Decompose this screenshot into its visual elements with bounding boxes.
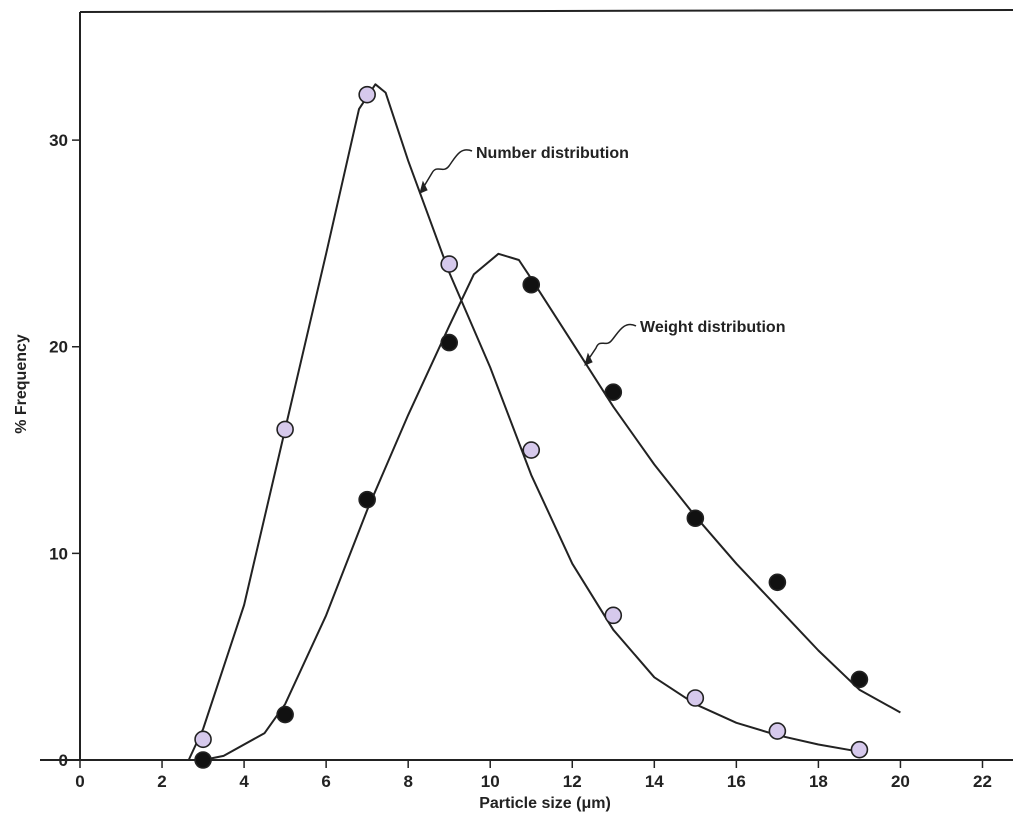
- annotation-arrowhead-number-distribution: [419, 180, 428, 194]
- weight-distribution-point: [604, 383, 623, 401]
- series-markers: [194, 85, 869, 769]
- annotation-arrowhead-weight-distribution: [584, 352, 593, 366]
- weight-distribution-curve: [202, 252, 901, 761]
- number-distribution-point: [440, 255, 459, 273]
- y-tick-label: 30: [49, 131, 68, 150]
- y-tick-label: 0: [59, 751, 68, 770]
- number-distribution-point: [276, 420, 294, 439]
- x-tick-label: 18: [809, 772, 828, 791]
- number-distribution-point: [522, 441, 541, 459]
- x-tick-label: 8: [403, 772, 412, 791]
- x-tick-label: 16: [727, 772, 746, 791]
- number-distribution-point: [850, 740, 869, 759]
- number-distribution-point: [358, 85, 376, 104]
- x-tick-label: 2: [157, 772, 166, 791]
- plot-frame: [40, 9, 1013, 761]
- annotation-number-distribution: Number distribution: [476, 145, 629, 162]
- weight-distribution-point: [850, 670, 869, 689]
- x-tick-label: 0: [75, 772, 84, 791]
- x-tick-label: 6: [321, 772, 330, 791]
- weight-distribution-point: [768, 573, 787, 592]
- number-distribution-curve: [187, 83, 860, 761]
- y-tick-label: 10: [49, 544, 68, 563]
- weight-distribution-point: [440, 333, 459, 352]
- x-tick-label: 4: [239, 772, 249, 791]
- x-tick-label: 10: [481, 772, 500, 791]
- x-tick-label: 22: [973, 772, 992, 791]
- y-axis-label: % Frequency: [13, 334, 30, 434]
- annotation-arrow-number-distribution: [422, 149, 473, 189]
- x-tick-label: 12: [563, 772, 582, 791]
- weight-distribution-point: [686, 509, 705, 528]
- number-distribution-point: [194, 730, 212, 749]
- annotation-weight-distribution: Weight distribution: [640, 319, 785, 336]
- x-axis-label: Particle size (μm): [479, 795, 611, 812]
- weight-distribution-point: [194, 751, 212, 769]
- top-border-line: [79, 9, 1013, 13]
- y-tick-label: 20: [49, 338, 68, 357]
- weight-distribution-point: [358, 490, 376, 509]
- number-distribution-point: [686, 689, 705, 707]
- weight-distribution-point: [276, 705, 294, 724]
- weight-distribution-point: [522, 275, 541, 294]
- annotations: Number distribution Weight distribution: [419, 145, 785, 366]
- annotation-arrow-weight-distribution: [587, 323, 637, 361]
- x-tick-label: 20: [891, 772, 910, 791]
- x-tick-label: 14: [645, 772, 664, 791]
- number-distribution-point: [768, 722, 787, 740]
- x-axis: 0 2 4 6 8 10 12 14 16 18 20 22: [75, 760, 992, 791]
- series-curves: [187, 83, 901, 761]
- y-axis: 0 10 20 30: [49, 131, 80, 770]
- number-distribution-point: [604, 606, 623, 625]
